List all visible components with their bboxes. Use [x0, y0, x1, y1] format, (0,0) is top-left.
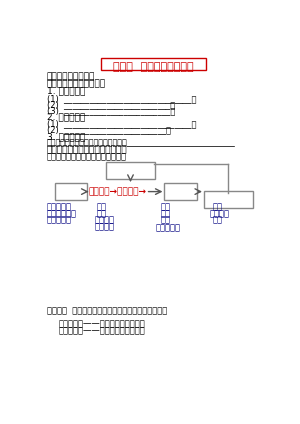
Text: (1)  ______________________________。: (1) ______________________________。	[47, 119, 196, 128]
Text: 层析: 层析	[161, 203, 171, 212]
Text: 溶解度差异: 溶解度差异	[156, 223, 181, 232]
FancyBboxPatch shape	[55, 183, 88, 200]
Text: 加洗涤剂: 加洗涤剂	[94, 222, 115, 231]
Text: 三、调查  目的、对象、方法、注意事项、结果、结论: 三、调查 目的、对象、方法、注意事项、结果、结论	[47, 306, 167, 315]
Text: 教材中基础实验复习: 教材中基础实验复习	[47, 72, 95, 81]
Text: 反应条件: 反应条件	[210, 209, 230, 218]
Text: (1)  ______________________________；: (1) ______________________________；	[47, 94, 196, 103]
Text: 试剂: 试剂	[213, 203, 223, 212]
Text: 2. 实验原理：: 2. 实验原理：	[47, 113, 85, 122]
Text: 生态学调查——样方法、标志重捕法: 生态学调查——样方法、标志重捕法	[58, 327, 145, 336]
Text: 的颜色干燥: 的颜色干燥	[47, 216, 72, 225]
Text: 总结：物质的提取、分离和鉴定实验: 总结：物质的提取、分离和鉴定实验	[47, 152, 127, 161]
Text: (2)  _________________________。: (2) _________________________。	[47, 100, 175, 109]
Text: 考试说明关于本实验与探究能力要求：___________________________: 考试说明关于本实验与探究能力要求：_______________________…	[47, 138, 236, 148]
Text: 萃取: 萃取	[161, 216, 171, 225]
Text: 遗传学调查——群体调查、家系分析: 遗传学调查——群体调查、家系分析	[58, 319, 145, 328]
FancyBboxPatch shape	[164, 183, 197, 200]
Text: 榨汁: 榨汁	[97, 209, 107, 218]
Text: 一、光学显微镜操作技术: 一、光学显微镜操作技术	[47, 80, 106, 89]
Text: 1. 实验目的：: 1. 实验目的：	[47, 87, 85, 96]
FancyBboxPatch shape	[106, 162, 155, 179]
Text: 细胞含量高: 细胞含量高	[47, 203, 72, 212]
Text: 研磨: 研磨	[97, 203, 107, 212]
Text: 3. 方法步骤：: 3. 方法步骤：	[47, 132, 85, 141]
Text: 有机细胞→细胞提液→: 有机细胞→细胞提液→	[89, 188, 147, 197]
Text: (3)  _________________________。: (3) _________________________。	[47, 106, 175, 115]
Text: (2)  ________________________。: (2) ________________________。	[47, 126, 171, 134]
Text: 盐析: 盐析	[161, 209, 171, 218]
Text: 现象: 现象	[213, 216, 223, 225]
Text: 二、物质的提取、分离和鉴定实验: 二、物质的提取、分离和鉴定实验	[47, 145, 128, 155]
Text: 细胞材料来源: 细胞材料来源	[47, 209, 77, 218]
Text: 层滤蒸水: 层滤蒸水	[94, 216, 115, 225]
Text: 第八讲  生物技术实践专题: 第八讲 生物技术实践专题	[113, 62, 194, 73]
FancyBboxPatch shape	[204, 191, 253, 208]
